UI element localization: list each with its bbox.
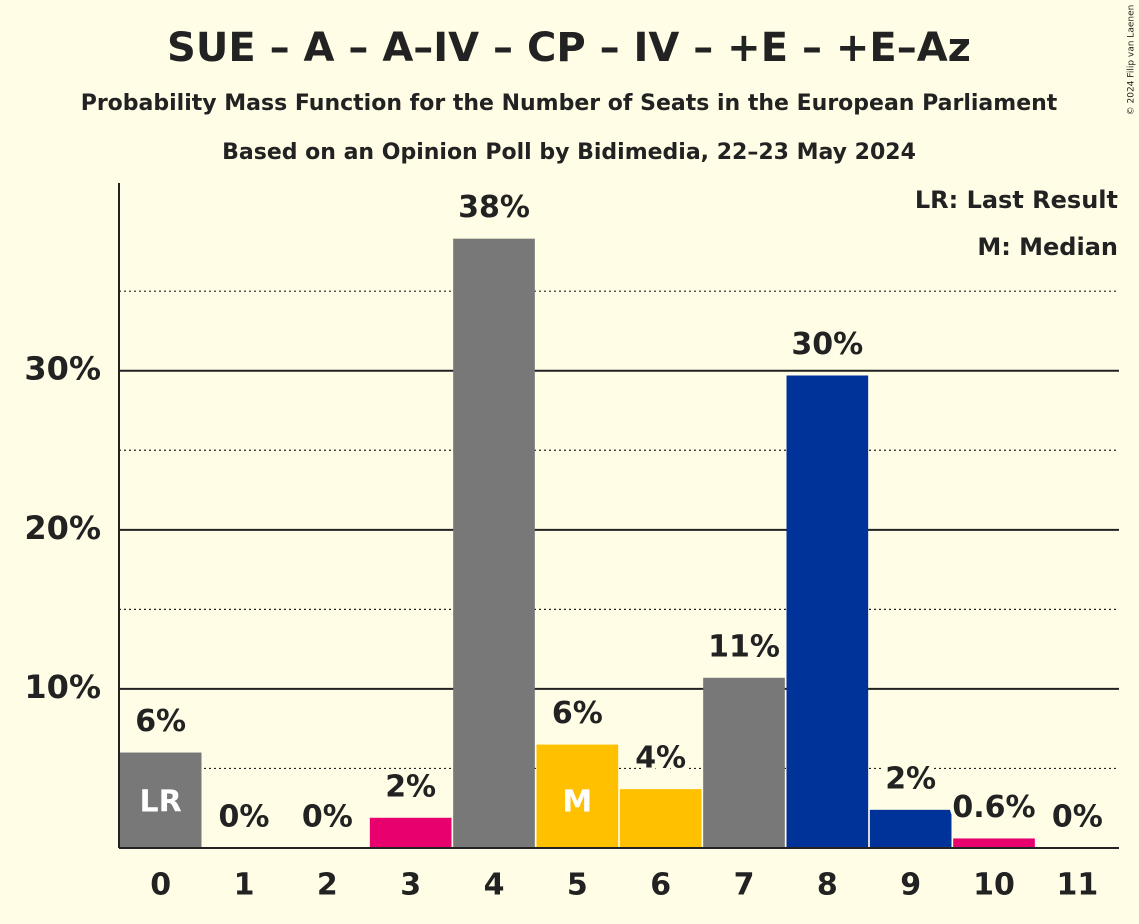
y-tick-label: 30%: [24, 350, 101, 388]
value-label: 0%: [219, 800, 270, 835]
x-tick-label: 1: [234, 868, 255, 903]
x-tick-label: 7: [734, 868, 755, 903]
bar: [536, 744, 619, 848]
bar: [869, 809, 952, 848]
value-label: 0%: [1052, 800, 1103, 835]
bar: [786, 375, 869, 848]
value-label: 11%: [708, 629, 780, 664]
value-label: 0.6%: [952, 790, 1035, 825]
bar: [453, 238, 535, 848]
x-tick-label: 10: [973, 868, 1015, 903]
x-tick-label: 11: [1056, 868, 1098, 903]
bar-annotation: M: [562, 785, 592, 820]
x-tick-label: 8: [817, 868, 838, 903]
value-label: 30%: [791, 327, 863, 362]
bar: [369, 817, 452, 848]
value-label: 0%: [302, 800, 353, 835]
x-tick-label: 2: [317, 868, 338, 903]
x-tick-label: 5: [567, 868, 588, 903]
value-label: 2%: [885, 761, 936, 796]
chart-title: SUE – A – A–IV – CP – IV – +E – +E–Az: [167, 25, 971, 71]
x-tick-label: 4: [484, 868, 505, 903]
bar-annotation: LR: [140, 785, 182, 820]
copyright: © 2024 Filip van Laenen: [1127, 5, 1137, 116]
value-label: 4%: [635, 741, 686, 776]
value-label: 38%: [458, 190, 530, 225]
legend-entry: LR: Last Result: [915, 186, 1118, 214]
x-tick-label: 9: [900, 868, 921, 903]
value-label: 2%: [385, 769, 436, 804]
bar: [703, 677, 785, 848]
chart-subtitle: Based on an Opinion Poll by Bidimedia, 2…: [222, 140, 916, 165]
y-tick-label: 20%: [24, 509, 101, 547]
value-label: 6%: [552, 696, 603, 731]
y-tick-label: 10%: [24, 668, 101, 706]
bar: [953, 838, 1035, 848]
bar: [119, 752, 202, 848]
x-tick-label: 6: [650, 868, 671, 903]
legend-entry: M: Median: [977, 233, 1118, 261]
chart-subtitle: Probability Mass Function for the Number…: [81, 91, 1058, 116]
x-tick-label: 0: [150, 868, 171, 903]
bar: [619, 789, 702, 848]
value-label: 6%: [135, 704, 186, 739]
x-tick-label: 3: [400, 868, 421, 903]
